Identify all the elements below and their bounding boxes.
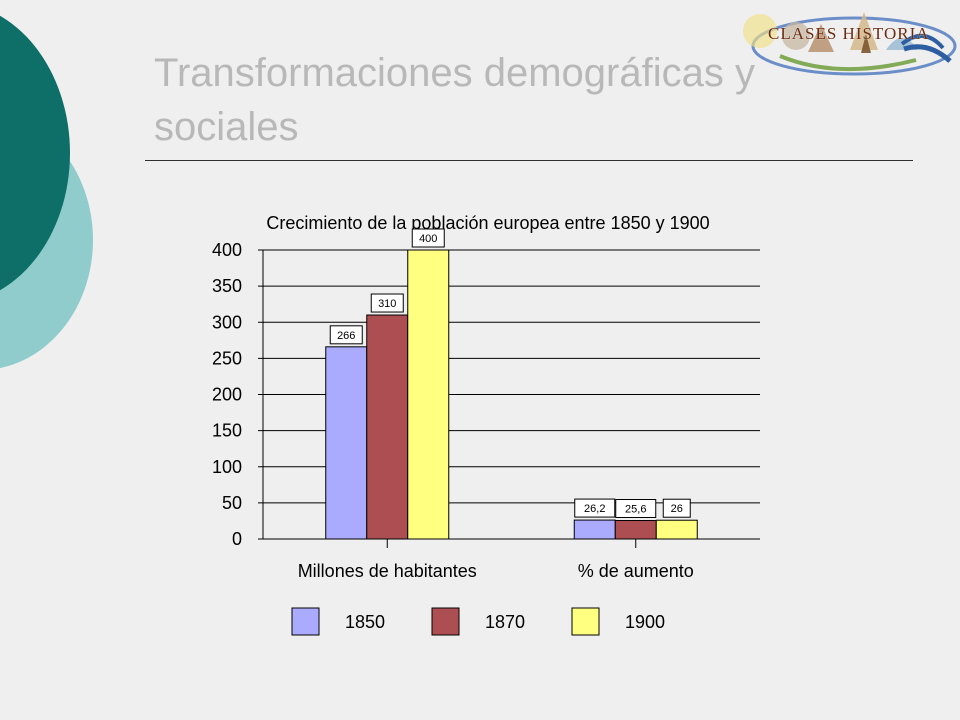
data-label-1900-1: 26 (671, 503, 683, 515)
legend-label-1850: 1850 (345, 612, 385, 632)
logo-graphic (743, 12, 957, 76)
logo-image: CLASES HISTORIA (738, 6, 958, 88)
bar-1900-0 (407, 249, 450, 540)
chart-legend: 1850 1870 1900 (291, 607, 665, 636)
data-label-1850-1: 26,2 (584, 503, 605, 515)
data-label-box-1850-1 (574, 498, 616, 518)
bar-1850-0 (325, 346, 368, 540)
title-divider (145, 160, 913, 161)
legend-swatch-1900 (571, 607, 600, 636)
data-label-box-1870-0 (370, 293, 404, 313)
data-label-box-1900-1 (662, 498, 691, 518)
y-tick-label-350: 350 (212, 276, 242, 296)
data-label-1870-0: 310 (378, 298, 396, 310)
data-label-box-1900-0 (411, 228, 445, 248)
legend-label-1900: 1900 (625, 612, 665, 632)
bar-1870-1 (614, 520, 657, 540)
bar-1900-1 (655, 519, 698, 540)
data-label-1900-0: 400 (419, 233, 437, 245)
y-tick-label-50: 50 (222, 493, 242, 513)
data-label-box-1870-1 (615, 499, 657, 519)
legend-label-1870: 1870 (485, 612, 525, 632)
y-tick-label-300: 300 (212, 312, 242, 332)
data-label-1850-0: 266 (337, 330, 355, 342)
data-label-box-1850-0 (329, 325, 363, 345)
legend-swatch-1850 (291, 607, 320, 636)
y-tick-label-0: 0 (232, 529, 242, 549)
chart-bars (325, 249, 698, 540)
y-tick-label-200: 200 (212, 385, 242, 405)
x-tick-label-1: % de aumento (578, 561, 694, 581)
y-tick-label-400: 400 (212, 240, 242, 260)
chart-title: Crecimiento de la población europea entr… (266, 213, 709, 233)
y-tick-label-100: 100 (212, 457, 242, 477)
logo-text: CLASES HISTORIA (768, 24, 930, 43)
y-tick-label-250: 250 (212, 348, 242, 368)
page-title: Transformaciones demográficas y sociales (154, 51, 755, 149)
bar-1850-1 (573, 519, 616, 540)
chart-labels: 266 310 400 26,2 25,6 26 (329, 228, 691, 519)
data-label-1870-1: 25,6 (625, 504, 646, 516)
x-tick-label-0: Millones de habitantes (298, 561, 477, 581)
bar-1870-0 (366, 314, 409, 540)
legend-swatch-1870 (431, 607, 460, 636)
y-tick-label-150: 150 (212, 421, 242, 441)
